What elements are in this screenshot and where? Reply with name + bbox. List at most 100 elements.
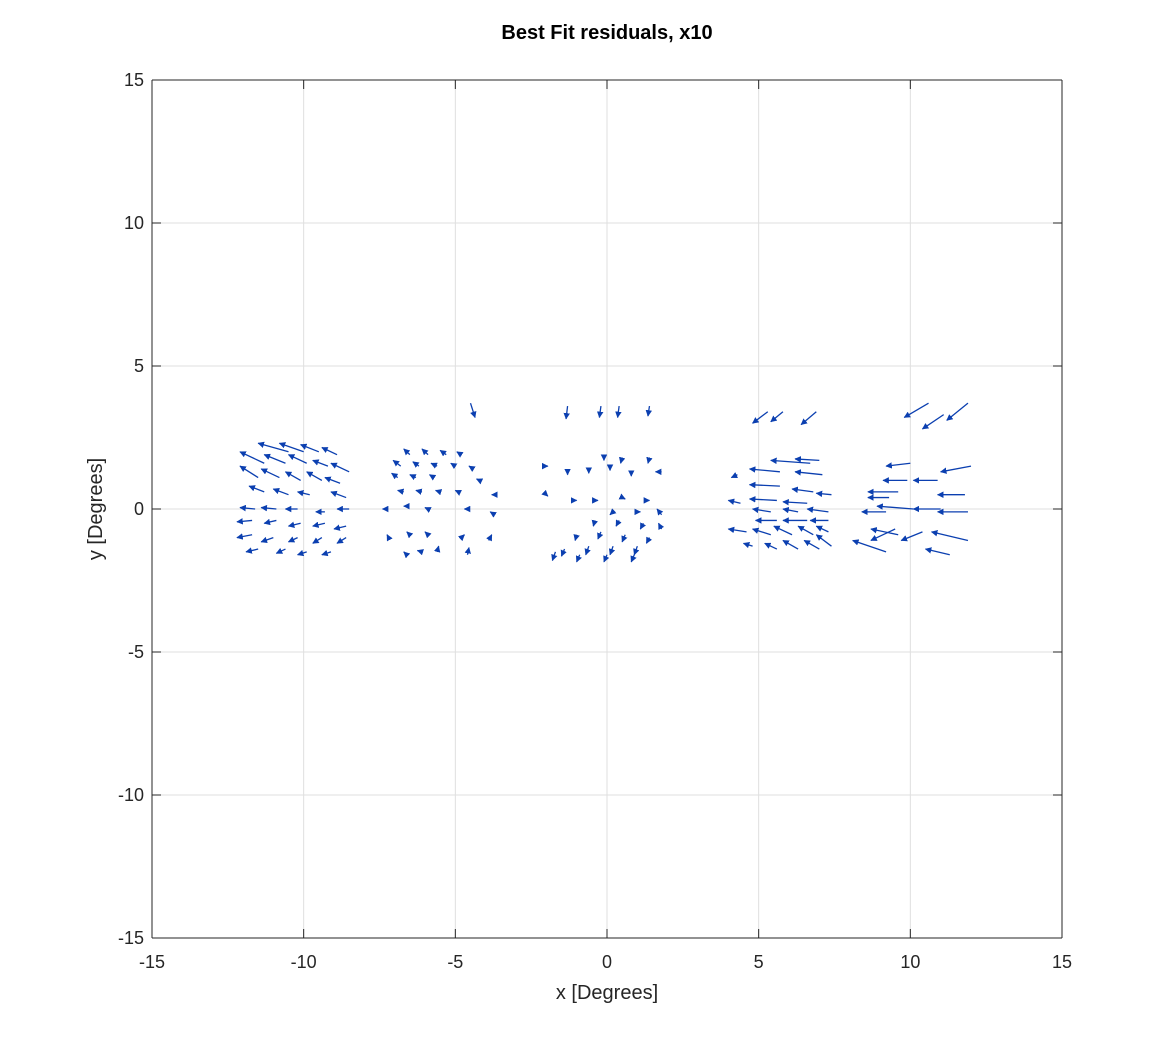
residual-arrow (551, 551, 558, 562)
residual-arrow (486, 534, 493, 542)
chart-title: Best Fit residuals, x10 (501, 22, 712, 44)
residual-arrow (263, 453, 286, 464)
residual-arrow (584, 545, 591, 556)
residual-arrow (450, 462, 458, 470)
residual-arrow (409, 474, 417, 481)
residual-arrow (782, 506, 799, 514)
residual-arrow (468, 465, 476, 472)
residual-arrow (645, 536, 653, 544)
residual-arrow (263, 518, 277, 526)
residual-arrow (870, 527, 899, 536)
residual-arrow (751, 527, 771, 536)
residual-arrow (287, 454, 307, 464)
residual-arrow (782, 498, 808, 506)
residual-arrow (312, 521, 326, 528)
residual-arrow (773, 525, 793, 536)
residual-arrow (272, 488, 289, 496)
y-tick-label: 10 (124, 213, 144, 233)
residual-arrow (806, 506, 829, 514)
residual-arrow (615, 405, 622, 419)
residual-arrow (415, 488, 423, 495)
residual-arrow (924, 547, 950, 556)
y-tick-label: -5 (128, 642, 144, 662)
residual-arrow (930, 530, 969, 542)
residual-arrow (596, 405, 604, 419)
residual-arrow (619, 456, 626, 464)
residual-arrow (639, 522, 646, 530)
residual-arrow (575, 554, 582, 563)
residual-arrow (392, 459, 402, 467)
x-tick-label: -5 (447, 952, 463, 972)
residual-arrow (900, 531, 923, 542)
residual-arrow (870, 528, 896, 542)
residual-arrow (464, 546, 471, 555)
residual-arrow (456, 451, 464, 458)
residual-arrow (748, 481, 780, 489)
residual-arrow (541, 489, 549, 497)
residual-arrow (573, 533, 580, 542)
y-tick-label: 5 (134, 356, 144, 376)
residual-arrow (630, 554, 637, 563)
x-axis-label: x [Degrees] (556, 982, 658, 1004)
residual-arrow (287, 536, 298, 543)
residual-arrow (946, 402, 969, 421)
residual-arrow (730, 472, 739, 479)
x-tick-labels: -15 -10 -5 0 5 10 15 (139, 952, 1072, 972)
axes (151, 79, 1063, 939)
residual-arrow (439, 449, 447, 457)
y-tick-label: -15 (118, 928, 144, 948)
residual-arrow (563, 405, 570, 420)
x-tick-label: 0 (602, 952, 612, 972)
residual-arrow (560, 548, 567, 557)
residual-arrow (794, 456, 820, 463)
residual-arrow (748, 466, 780, 473)
grid (152, 80, 1062, 938)
residual-arrow (791, 486, 814, 493)
residual-arrow (284, 471, 301, 481)
residual-arrow (597, 531, 604, 540)
residual-arrow (469, 402, 477, 419)
residual-arrow (248, 485, 265, 493)
residual-arrow (430, 462, 438, 469)
residual-arrow (770, 457, 811, 465)
residual-arrow (797, 525, 814, 536)
x-tick-label: 5 (754, 952, 764, 972)
residual-arrow (424, 506, 432, 514)
residual-arrow (386, 534, 393, 542)
residual-arrow (608, 545, 616, 556)
residual-arrow (260, 504, 277, 512)
residual-arrow (815, 534, 832, 547)
residual-arrow (260, 468, 280, 479)
residual-arrow (782, 539, 799, 550)
residual-arrow (330, 462, 350, 473)
x-tick-label: -15 (139, 952, 165, 972)
residual-arrow (770, 411, 784, 423)
residual-arrow (727, 526, 747, 534)
residual-arrow (903, 402, 929, 419)
residual-arrow (406, 531, 414, 539)
residual-arrow (885, 462, 911, 469)
residual-arrow (742, 541, 753, 549)
residual-arrow (434, 489, 443, 496)
residual-arrow (489, 511, 497, 518)
residual-arrow (330, 490, 347, 499)
x-tick-label: 15 (1052, 952, 1072, 972)
residual-arrow (475, 478, 484, 485)
residual-arrow (300, 443, 320, 453)
residual-arrow (454, 489, 463, 496)
y-tick-label: 15 (124, 70, 144, 90)
residual-arrow (239, 504, 256, 512)
residual-arrow (591, 519, 598, 527)
residual-arrow (321, 446, 338, 456)
residual-arrow (603, 554, 610, 563)
residual-arrow (815, 525, 829, 533)
residual-arrow (852, 539, 887, 553)
residual-arrow (278, 442, 304, 453)
x-tick-label: 10 (900, 952, 920, 972)
residual-arrow (633, 545, 640, 556)
residual-arrow (751, 506, 771, 514)
residual-arrow (239, 451, 265, 464)
residual-arrow (333, 524, 347, 531)
